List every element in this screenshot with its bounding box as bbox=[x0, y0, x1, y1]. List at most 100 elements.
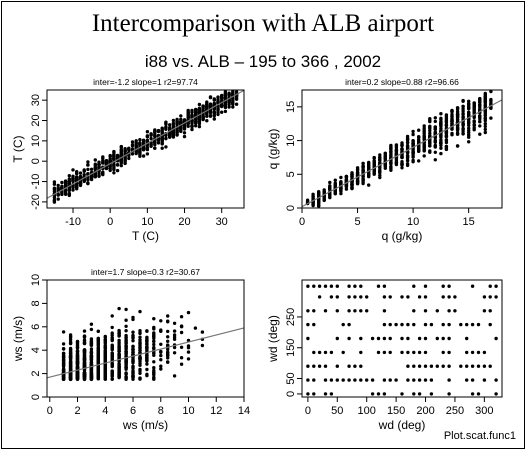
data-point bbox=[461, 104, 465, 109]
y-tick-label: 2 bbox=[30, 371, 42, 377]
data-point bbox=[190, 110, 194, 114]
data-point bbox=[423, 284, 428, 288]
data-point bbox=[306, 364, 310, 368]
data-point bbox=[68, 333, 73, 337]
data-point bbox=[444, 131, 449, 135]
data-point bbox=[110, 357, 114, 362]
data-point bbox=[439, 135, 443, 139]
data-point bbox=[417, 336, 422, 341]
data-point bbox=[179, 325, 184, 329]
data-point bbox=[389, 161, 393, 165]
data-point bbox=[382, 378, 387, 382]
data-point bbox=[71, 179, 75, 183]
data-point bbox=[329, 295, 334, 299]
data-point bbox=[405, 153, 410, 158]
data-point bbox=[145, 345, 149, 350]
data-point bbox=[483, 116, 487, 120]
y-tick-label: 50 bbox=[285, 372, 297, 384]
data-point bbox=[172, 329, 177, 333]
data-point bbox=[441, 350, 445, 355]
data-point bbox=[339, 187, 343, 191]
x-axis-label: ws (m/s) bbox=[122, 418, 168, 432]
data-point bbox=[71, 188, 75, 192]
data-point bbox=[412, 378, 416, 382]
data-point bbox=[205, 112, 209, 117]
data-point bbox=[164, 120, 168, 124]
data-point bbox=[483, 130, 487, 135]
x-tick-label: 4 bbox=[102, 405, 108, 417]
data-point bbox=[444, 114, 449, 119]
data-point bbox=[353, 284, 357, 288]
data-point bbox=[200, 330, 205, 334]
data-point bbox=[389, 146, 393, 151]
x-tick-label: 0 bbox=[299, 216, 305, 228]
data-point bbox=[145, 372, 149, 376]
data-point bbox=[52, 180, 57, 184]
data-point bbox=[112, 167, 116, 172]
data-point bbox=[444, 144, 449, 149]
data-point bbox=[335, 378, 339, 382]
data-point bbox=[234, 90, 239, 94]
data-point bbox=[164, 133, 168, 137]
data-point bbox=[103, 338, 108, 343]
data-point bbox=[138, 376, 142, 380]
data-point bbox=[110, 325, 114, 330]
data-point bbox=[465, 336, 469, 341]
data-point bbox=[450, 108, 454, 113]
data-point bbox=[193, 326, 198, 330]
data-point bbox=[394, 162, 399, 167]
data-point bbox=[231, 91, 235, 96]
data-point bbox=[166, 356, 170, 360]
data-point bbox=[75, 376, 80, 381]
data-point bbox=[455, 110, 460, 114]
y-tick-label: 0 bbox=[30, 158, 42, 164]
data-point bbox=[311, 202, 315, 207]
data-point bbox=[159, 342, 163, 346]
data-point bbox=[455, 115, 460, 119]
y-tick-label: 10 bbox=[285, 134, 297, 146]
data-point bbox=[117, 332, 121, 336]
data-point bbox=[383, 163, 387, 168]
y-tick-label: 5 bbox=[285, 171, 297, 177]
data-point bbox=[341, 350, 345, 355]
y-tick-label: 4 bbox=[30, 347, 42, 353]
data-point bbox=[179, 114, 183, 118]
data-point bbox=[168, 133, 172, 138]
data-point bbox=[127, 156, 131, 161]
y-axis-label: wd (deg) bbox=[266, 315, 280, 363]
data-point bbox=[138, 348, 142, 353]
data-point bbox=[376, 392, 381, 396]
data-point bbox=[394, 151, 399, 155]
data-point bbox=[423, 364, 428, 368]
data-point bbox=[216, 107, 220, 111]
data-point bbox=[439, 126, 443, 131]
data-point bbox=[168, 126, 172, 130]
data-point bbox=[347, 364, 351, 368]
data-point bbox=[361, 164, 365, 168]
data-point bbox=[388, 295, 392, 299]
data-point bbox=[117, 375, 121, 379]
data-point bbox=[411, 160, 415, 164]
data-point bbox=[417, 364, 422, 368]
data-point bbox=[78, 171, 83, 175]
data-point bbox=[328, 192, 332, 196]
data-point bbox=[103, 374, 108, 378]
data-point bbox=[110, 336, 114, 340]
data-point bbox=[483, 98, 487, 103]
data-point bbox=[96, 356, 101, 361]
data-point bbox=[190, 124, 194, 128]
data-point bbox=[350, 182, 354, 186]
y-tick-label: 10 bbox=[30, 274, 42, 286]
data-point bbox=[378, 161, 382, 165]
data-point bbox=[329, 378, 334, 382]
data-point bbox=[166, 351, 170, 355]
data-point bbox=[322, 188, 326, 192]
data-point bbox=[483, 113, 487, 118]
data-point bbox=[145, 138, 150, 142]
data-point bbox=[335, 309, 339, 313]
data-point bbox=[422, 148, 426, 152]
data-point bbox=[406, 364, 410, 368]
data-point bbox=[172, 333, 177, 337]
footer-note: Plot.scat.func1 bbox=[443, 430, 516, 442]
data-point bbox=[138, 335, 142, 339]
